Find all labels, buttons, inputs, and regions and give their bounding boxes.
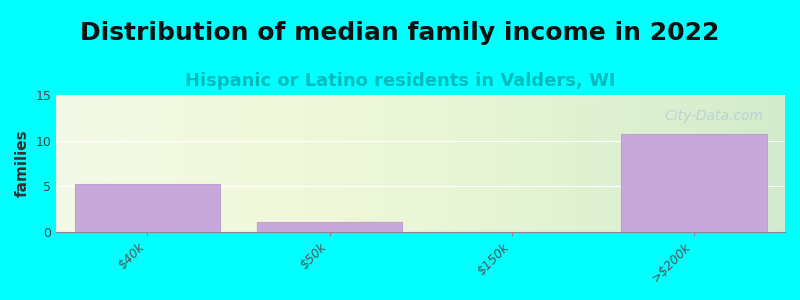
Bar — [621, 134, 766, 232]
Y-axis label: families: families — [15, 130, 30, 197]
Text: Distribution of median family income in 2022: Distribution of median family income in … — [80, 21, 720, 45]
Text: City-Data.com: City-Data.com — [664, 109, 763, 123]
Bar — [74, 184, 220, 232]
Bar — [257, 222, 402, 232]
Text: Hispanic or Latino residents in Valders, WI: Hispanic or Latino residents in Valders,… — [185, 72, 615, 90]
